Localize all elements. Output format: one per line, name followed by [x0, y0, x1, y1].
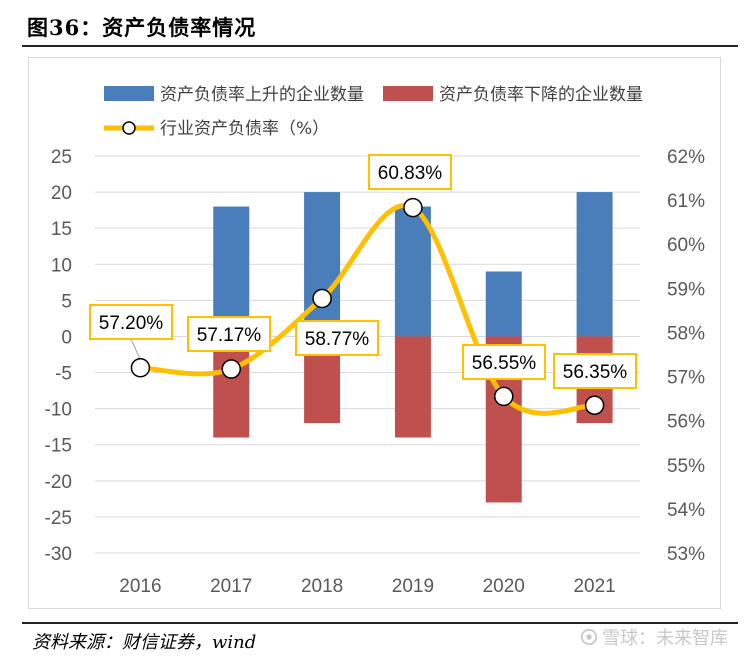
- data-label: 56.35%: [563, 362, 628, 383]
- left-axis-tick-label: 20: [51, 183, 72, 204]
- legend-swatch-up: [104, 86, 154, 101]
- data-label: 60.83%: [378, 163, 443, 184]
- right-axis-tick-label: 53%: [667, 544, 705, 565]
- right-axis-tick-label: 56%: [667, 412, 705, 433]
- left-axis-tick-label: -30: [45, 544, 72, 565]
- watermark: 雪球：未来智库: [580, 624, 728, 650]
- left-axis-tick-label: 5: [61, 291, 72, 312]
- series-line: [140, 203, 595, 416]
- figure-title: 图36：资产负债率情况: [27, 15, 257, 40]
- x-axis-tick-label: 2016: [119, 576, 161, 597]
- data-label: 57.17%: [197, 325, 262, 346]
- left-axis-tick-label: -5: [55, 364, 72, 385]
- data-label-box: [462, 344, 546, 380]
- right-axis-tick-label: 58%: [667, 323, 705, 344]
- bar-up: [394, 206, 431, 337]
- left-axis-tick-label: -15: [45, 436, 72, 457]
- left-axis-tick-label: 25: [51, 147, 72, 168]
- line-marker: [403, 197, 423, 218]
- data-label-box: [295, 320, 379, 356]
- right-axis-tick-label: 62%: [667, 147, 705, 168]
- bar-up: [485, 271, 522, 337]
- data-label-box: [187, 316, 271, 352]
- line-marker: [312, 288, 332, 309]
- left-axis-tick-label: -25: [45, 508, 72, 529]
- snowball-logo-icon: [580, 628, 598, 646]
- source-rule: [22, 622, 738, 624]
- chart-area: [28, 57, 721, 609]
- bar-up: [213, 206, 250, 337]
- data-label: 56.55%: [472, 353, 537, 374]
- bar-down: [213, 336, 250, 438]
- source-note: 资料来源：财信证券，wind: [32, 632, 257, 653]
- left-axis-tick-label: 15: [51, 219, 72, 240]
- left-axis-tick-label: -20: [45, 472, 72, 493]
- left-axis-tick-label: 10: [51, 255, 72, 276]
- right-axis-tick-label: 55%: [667, 456, 705, 477]
- legend-label-line: 行业资产负债率（%）: [160, 119, 329, 139]
- right-axis-tick-label: 54%: [667, 500, 705, 521]
- data-label: 58.77%: [305, 329, 370, 350]
- left-axis-tick-label: -10: [45, 400, 72, 421]
- line-marker: [584, 395, 605, 415]
- data-label: 57.20%: [99, 313, 164, 334]
- x-axis-tick-label: 2021: [573, 576, 615, 597]
- legend-label-up: 资产负债率上升的企业数量: [160, 85, 364, 105]
- watermark-text: 雪球：未来智库: [602, 628, 728, 649]
- legend-swatch-down: [383, 86, 433, 101]
- data-label-box: [89, 304, 173, 340]
- legend-marker: [122, 121, 136, 135]
- bar-up: [304, 192, 341, 337]
- right-axis-tick-label: 61%: [667, 191, 705, 212]
- x-axis-tick-label: 2018: [301, 576, 343, 597]
- legend-label-down: 资产负债率下降的企业数量: [439, 85, 643, 105]
- left-axis-tick-label: 0: [61, 327, 72, 348]
- line-marker: [221, 359, 241, 379]
- data-label-box: [368, 154, 452, 190]
- x-axis-tick-label: 2019: [392, 576, 434, 597]
- label-leader-line: [130, 338, 141, 360]
- right-axis-tick-label: 57%: [667, 368, 705, 389]
- x-axis-tick-label: 2020: [483, 576, 525, 597]
- data-label-box: [553, 353, 637, 389]
- bar-up: [576, 192, 613, 337]
- bar-down: [394, 336, 431, 438]
- right-axis-tick-label: 59%: [667, 279, 705, 300]
- line-marker: [494, 386, 514, 407]
- line-marker: [130, 357, 151, 378]
- x-axis-tick-label: 2017: [210, 576, 252, 597]
- right-axis-tick-label: 60%: [667, 235, 705, 256]
- title-rule: [22, 45, 738, 47]
